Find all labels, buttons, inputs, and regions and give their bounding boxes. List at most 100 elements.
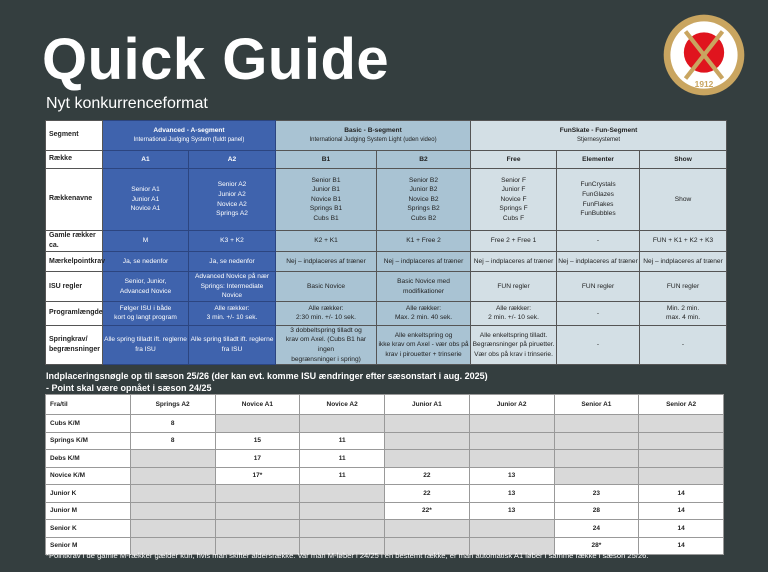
overview-cell: FunCrystals FunGlazes FunFlakes FunBubbl…	[556, 168, 641, 231]
overview-cell: Free 2 + Free 1	[470, 229, 558, 253]
row-label: Junior K	[45, 484, 131, 503]
logo-skates	[683, 30, 725, 80]
empty-cell	[553, 414, 640, 433]
overview-cell: Show	[639, 168, 728, 231]
overview-row: Gamle rækker ca. M K3 + K2 K2 + K1 K1 + Free…	[45, 229, 728, 253]
overview-cell: Alle rækker: 3 min. +/- 10 sek.	[187, 300, 277, 326]
overview-cell: Alle rækker: 2 min. +/- 10 sek.	[470, 300, 558, 326]
points-cell: 14	[638, 519, 724, 538]
segment-header: Advanced - A-segment International Judgin…	[101, 120, 277, 151]
overview-cell: Alle enkeltspring tilladt. Begrænsninger…	[470, 324, 558, 366]
empty-cell	[299, 501, 385, 520]
page-subtitle: Nyt konkurrenceformat	[46, 95, 208, 112]
placement-header-row: Fra/til Springs A2 Novice A1 Novice A2 Junio…	[45, 394, 724, 415]
empty-cell	[553, 431, 640, 450]
empty-cell	[299, 519, 385, 538]
points-cell: 17*	[214, 466, 301, 485]
overview-cell: Senior, Junior, Advanced Novice	[102, 271, 189, 302]
empty-cell	[468, 519, 555, 538]
overview-row: Mærkelpointkrav Ja, se nedenfor Ja, se ned…	[45, 251, 728, 273]
overview-cell: Senior B1 Junior B1 Novice B1 Springs B1…	[275, 168, 378, 231]
placement-row: Springs K/M 8 15 11	[45, 431, 724, 450]
points-cell: 15	[214, 431, 301, 450]
points-cell: 23	[553, 484, 640, 503]
empty-cell	[129, 449, 216, 468]
points-cell: 8	[129, 414, 216, 433]
empty-cell	[468, 431, 555, 450]
segment-subtitle: Stjernesystemet	[577, 136, 621, 143]
segment-title: Basic - B-segment	[344, 127, 402, 135]
empty-cell	[129, 501, 216, 520]
overview-cell: -	[639, 324, 728, 366]
column-header: Novice A2	[299, 394, 385, 415]
overview-cell: Nej – indplaceres af træner	[639, 251, 728, 273]
points-cell: 14	[638, 484, 724, 503]
column-header: Springs A2	[129, 394, 216, 415]
column-header: Junior A2	[468, 394, 555, 415]
points-cell: 8	[129, 431, 216, 450]
empty-cell	[299, 484, 385, 503]
row-label: Segment	[45, 120, 103, 151]
column-header: Senior A2	[638, 394, 724, 415]
overview-cell: Senior A2 Junior A2 Novice A2 Springs A2	[187, 168, 277, 231]
placement-heading-line1: Indplaceringsnøgle op til sæson 25/26 (d…	[46, 371, 488, 381]
overview-cell: Alle spring tilladt ift. reglerne fra IS…	[102, 324, 189, 366]
overview-cell: K2 + K1	[275, 229, 378, 253]
empty-cell	[638, 449, 724, 468]
overview-cell: Nej – indplaceres af træner	[275, 251, 378, 273]
placement-row: Junior K 22 13 23 14	[45, 484, 724, 503]
overview-cell: Nej – indplaceres af træner	[470, 251, 558, 273]
overview-cell: Min. 2 min. max. 4 min.	[639, 300, 728, 326]
empty-cell	[299, 536, 385, 555]
points-cell: 14	[638, 536, 724, 555]
empty-cell	[214, 414, 301, 433]
page-title: Quick Guide	[42, 27, 390, 92]
points-cell: 11	[299, 449, 385, 468]
placement-heading: Indplaceringsnøgle op til sæson 25/26 (d…	[46, 370, 488, 394]
overview-cell: Basic Novice med modifikationer	[376, 271, 472, 302]
points-cell: 14	[638, 501, 724, 520]
segment-header: FunSkate - Fun-Segment Stjernesystemet	[470, 120, 728, 151]
overview-cell: -	[556, 229, 641, 253]
row-label: Senior M	[45, 536, 131, 555]
corner-label: Fra/til	[45, 394, 131, 415]
placement-row: Senior K 24 14	[45, 519, 724, 538]
overview-row: Programlængde Følger ISU i både kort og l…	[45, 300, 728, 326]
placement-row: Cubs K/M 8	[45, 414, 724, 433]
empty-cell	[384, 431, 470, 450]
empty-cell	[553, 466, 640, 485]
column-header: Senior A1	[553, 394, 640, 415]
empty-cell	[129, 466, 216, 485]
empty-cell	[468, 536, 555, 555]
empty-cell	[468, 414, 555, 433]
points-cell: 28	[553, 501, 640, 520]
overview-cell: Følger ISU i både kort og langt program	[102, 300, 189, 326]
placement-table: Fra/til Springs A2 Novice A1 Novice A2 Junio…	[45, 394, 724, 555]
row-label: Mærkelpointkrav	[45, 251, 105, 273]
overview-cell: FUN + K1 + K2 + K3	[639, 229, 728, 253]
overview-cell: A1	[102, 150, 189, 169]
points-cell: 22	[384, 484, 470, 503]
points-cell: 11	[299, 466, 385, 485]
points-cell: 22	[384, 466, 470, 485]
overview-cell: Senior F Junior F Novice F Springs F Cub…	[470, 168, 558, 231]
overview-cell: Free	[470, 150, 558, 169]
row-label: Programlængde	[45, 300, 103, 326]
overview-cell: FUN regler	[639, 271, 728, 302]
empty-cell	[129, 484, 216, 503]
empty-cell	[384, 519, 470, 538]
overview-cell: 3 dobbeltspring tilladt og krav om Axel.…	[275, 324, 378, 366]
row-label: Cubs K/M	[45, 414, 131, 433]
overview-cell: B1	[275, 150, 378, 169]
overview-cell: Elementer	[556, 150, 641, 169]
overview-row: Springkrav/ begrænsninger Alle spring til…	[45, 324, 728, 366]
row-label: Række	[45, 150, 103, 169]
empty-cell	[384, 536, 470, 555]
segment-title: Advanced - A-segment	[153, 127, 225, 135]
points-cell: 13	[468, 501, 555, 520]
overview-cell: Basic Novice	[275, 271, 378, 302]
overview-row: Rækkenavne Senior A1 Junior A1 Novice A1 S…	[45, 168, 728, 231]
dsu-logo: 1912	[663, 14, 745, 96]
overview-cell: K3 + K2	[187, 229, 277, 253]
points-cell: 17	[214, 449, 301, 468]
